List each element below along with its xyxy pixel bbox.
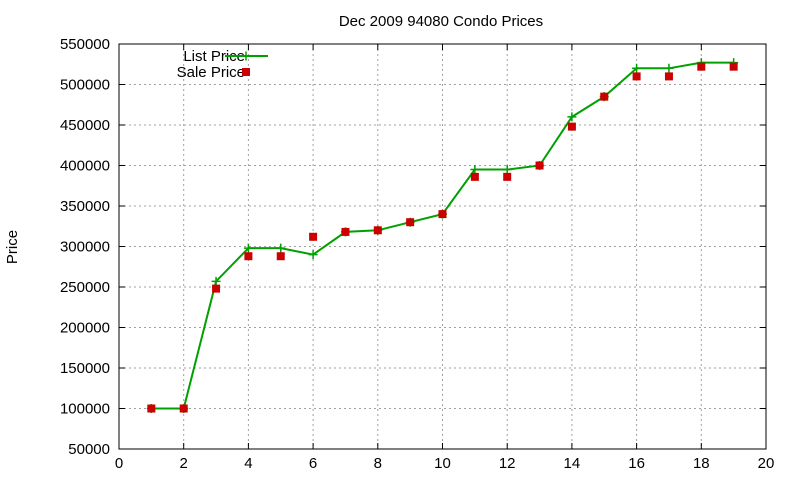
y-tick-label: 300000 [60, 239, 110, 256]
x-tick-label: 4 [244, 455, 252, 472]
sale-price-point [341, 227, 350, 236]
list-price-point [664, 63, 674, 73]
sale-price-point [309, 232, 318, 241]
x-tick-label: 10 [434, 455, 451, 472]
sale-price-point [697, 62, 706, 71]
x-tick-label: 12 [499, 455, 516, 472]
list-price-point [211, 276, 221, 286]
sale-price-point [664, 72, 673, 81]
y-tick-label: 150000 [60, 360, 110, 377]
sale-price-point [147, 404, 156, 413]
sale-price-point [438, 210, 447, 219]
sale-price-point [535, 161, 544, 170]
y-tick-label: 350000 [60, 198, 110, 215]
legend-label-sale-price: Sale Price [177, 64, 245, 81]
list-price-point [502, 165, 512, 175]
sale-price-point [470, 172, 479, 181]
list-price-point [470, 165, 480, 175]
sale-price-point [276, 252, 285, 261]
axis-ticks [118, 43, 767, 450]
y-tick-label: 200000 [60, 320, 110, 337]
y-tick-label: 250000 [60, 279, 110, 296]
x-tick-label: 8 [374, 455, 382, 472]
x-tick-label: 6 [309, 455, 317, 472]
sale-price-point [632, 72, 641, 81]
x-tick-label: 20 [758, 455, 775, 472]
legend-marker-sale-price [242, 68, 250, 76]
x-tick-label: 2 [180, 455, 188, 472]
sale-price-point [212, 284, 221, 293]
list-price-point [308, 250, 318, 260]
x-tick-label: 18 [693, 455, 710, 472]
y-tick-label: 450000 [60, 117, 110, 134]
list-price-point [243, 243, 253, 253]
sale-price-point [729, 62, 738, 71]
x-tick-label: 14 [564, 455, 581, 472]
legend-label-list-price: List Price [183, 48, 245, 65]
y-tick-label: 550000 [60, 36, 110, 53]
grid-lines [119, 44, 766, 449]
y-axis-label: Price [4, 230, 21, 264]
y-tick-labels: 50000 100000 150000 200000 250000 300000 35000… [60, 36, 110, 458]
sale-price-point [373, 226, 382, 235]
sale-price-point [179, 404, 188, 413]
y-tick-label: 100000 [60, 401, 110, 418]
y-tick-label: 400000 [60, 158, 110, 175]
legend: List Price Sale Price [177, 48, 268, 81]
y-tick-label: 50000 [68, 441, 110, 458]
sale-price-point [503, 172, 512, 181]
list-price-point [276, 243, 286, 253]
x-tick-label: 0 [115, 455, 123, 472]
y-tick-label: 500000 [60, 77, 110, 94]
sale-price-point [567, 122, 576, 131]
sale-price-point [600, 92, 609, 101]
x-tick-label: 16 [628, 455, 645, 472]
series-layer [146, 58, 739, 413]
legend-marker-list-price [241, 51, 251, 61]
list-price-point [567, 112, 577, 122]
sale-price-point [406, 218, 415, 227]
chart-title: Dec 2009 94080 Condo Prices [339, 13, 543, 30]
x-tick-labels: 0 2 4 6 8 10 12 14 16 18 20 [115, 455, 775, 472]
list-price-point [632, 63, 642, 73]
sale-price-point [244, 252, 253, 261]
